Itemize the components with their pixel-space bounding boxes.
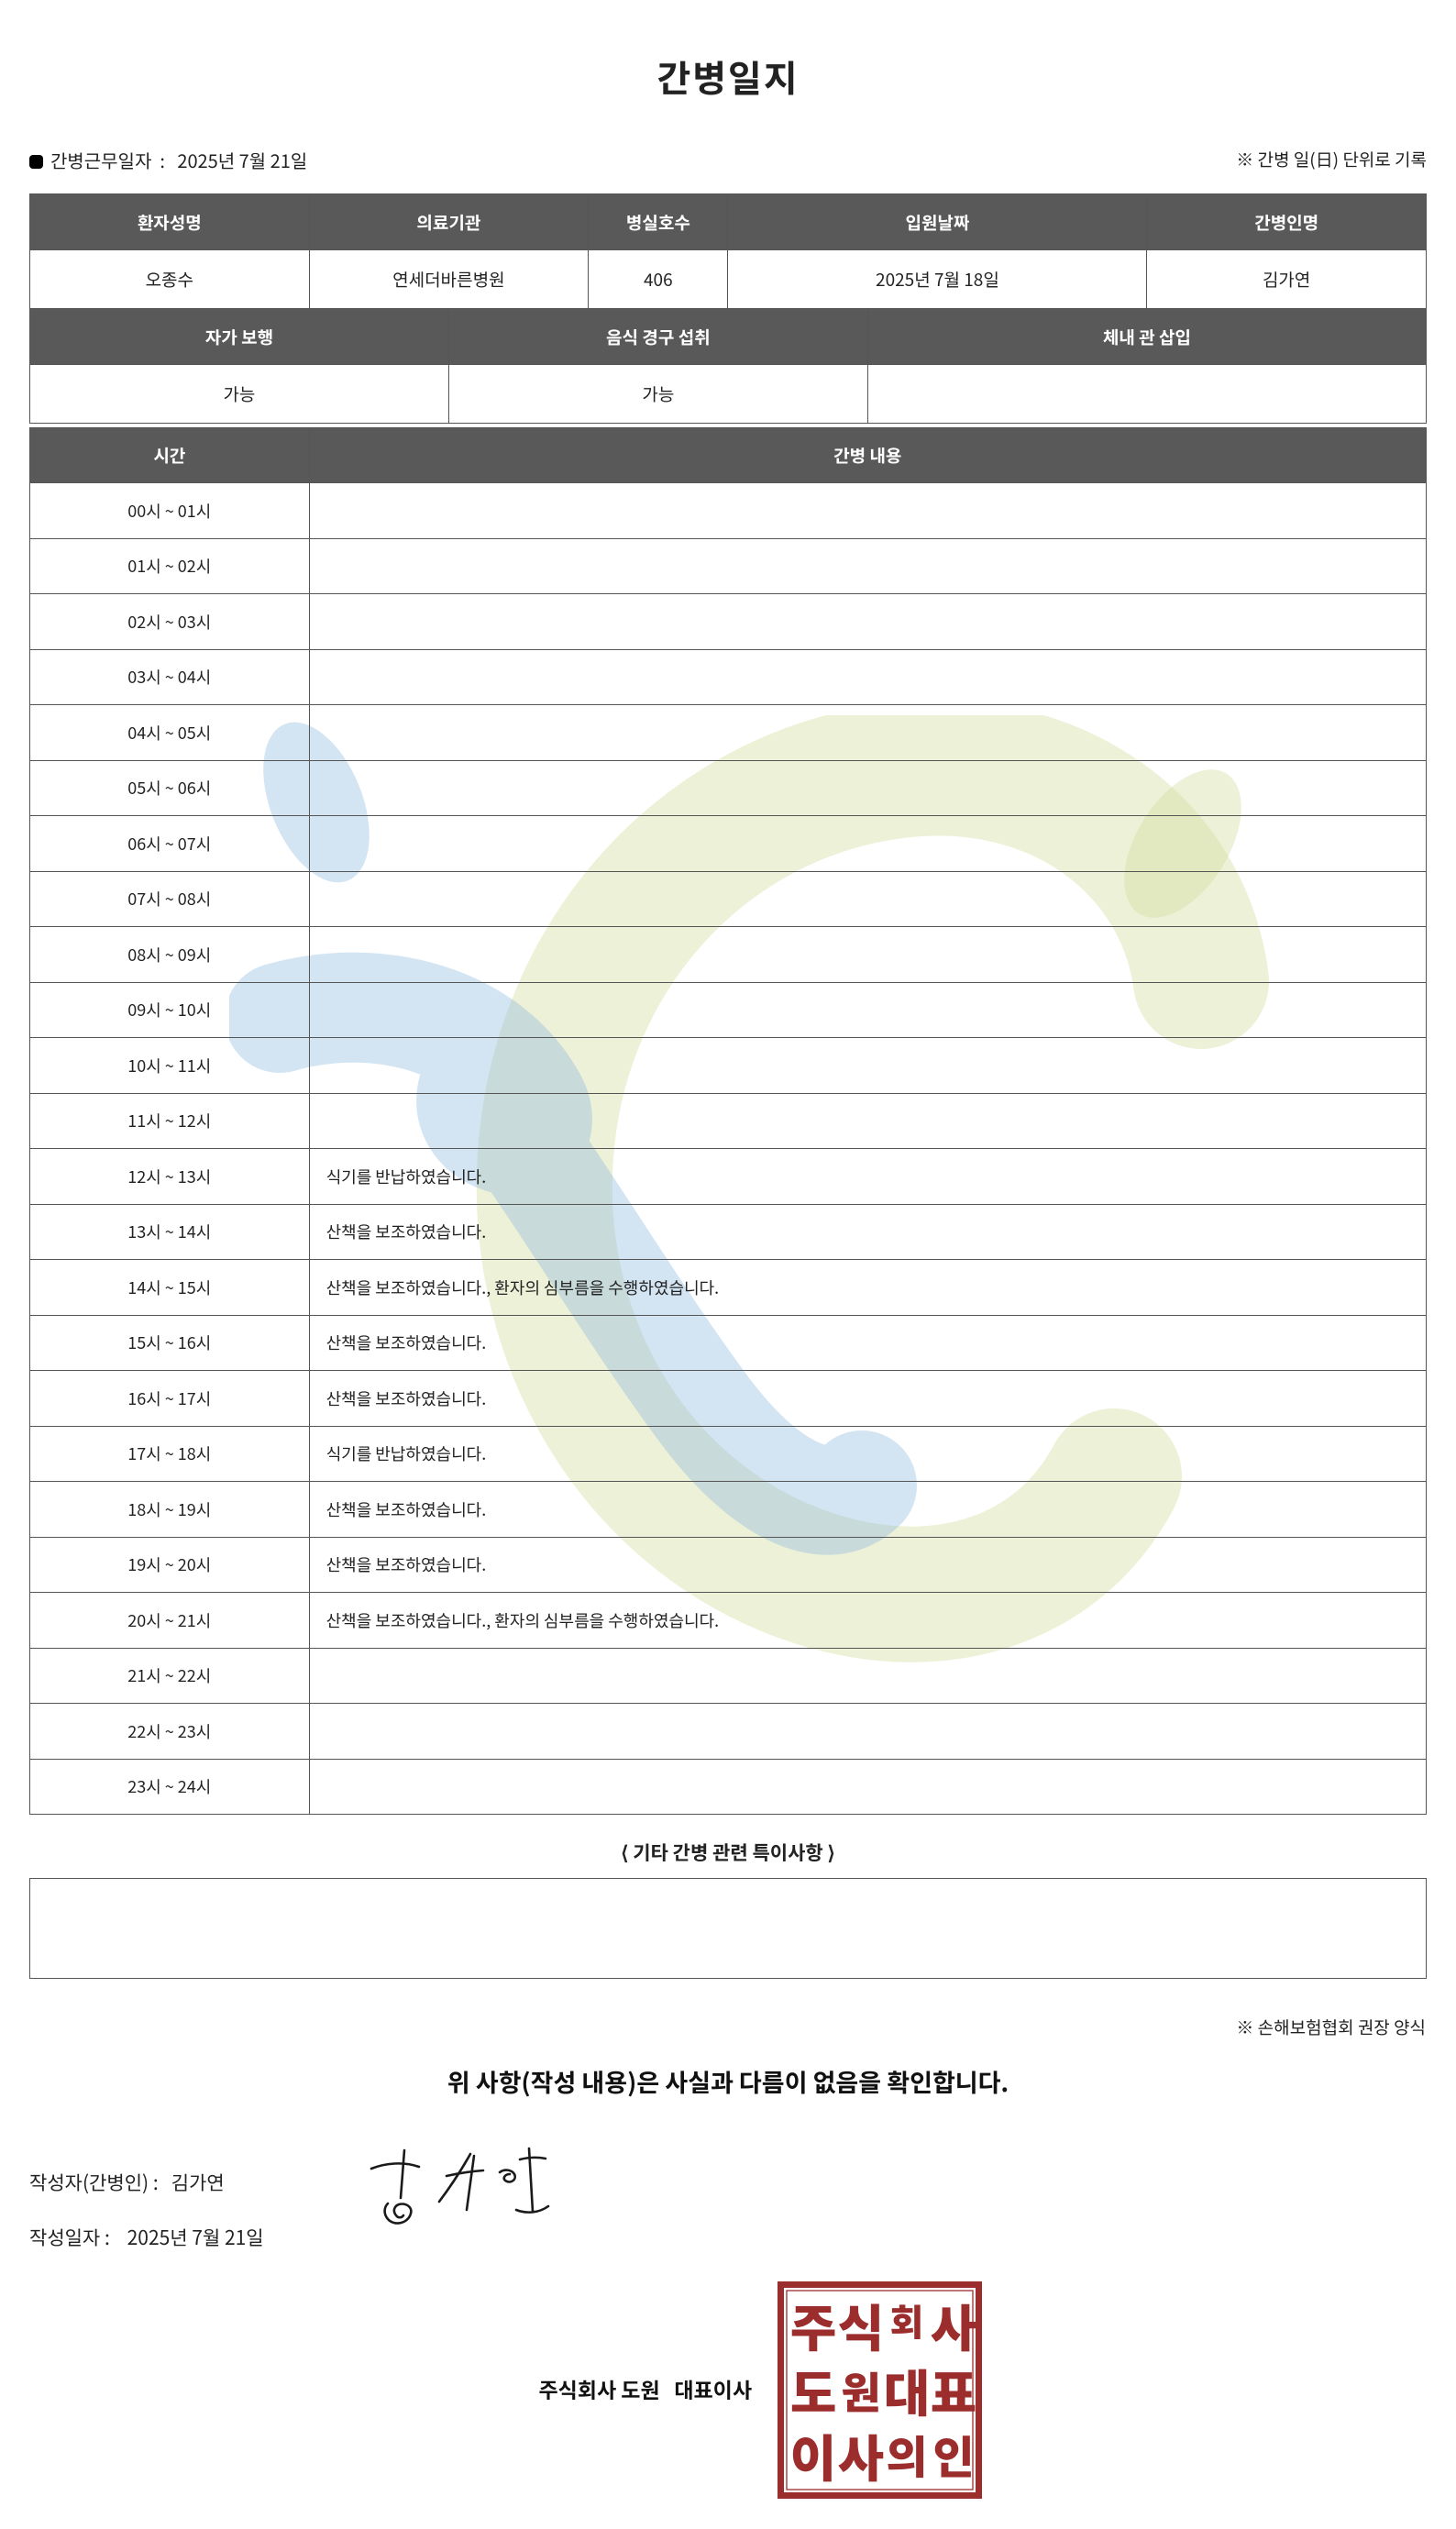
svg-text:원: 원 — [841, 2358, 880, 2422]
svg-text:의: 의 — [886, 2423, 927, 2488]
svg-text:인: 인 — [932, 2423, 974, 2488]
svg-text:회: 회 — [890, 2293, 924, 2347]
svg-text:사: 사 — [931, 2288, 977, 2361]
svg-text:사: 사 — [838, 2418, 885, 2491]
svg-text:도: 도 — [790, 2353, 837, 2426]
svg-text:주: 주 — [790, 2288, 837, 2361]
svg-text:식: 식 — [838, 2288, 885, 2361]
svg-text:이: 이 — [790, 2418, 837, 2491]
svg-text:표: 표 — [931, 2353, 977, 2426]
svg-text:대: 대 — [884, 2353, 931, 2426]
